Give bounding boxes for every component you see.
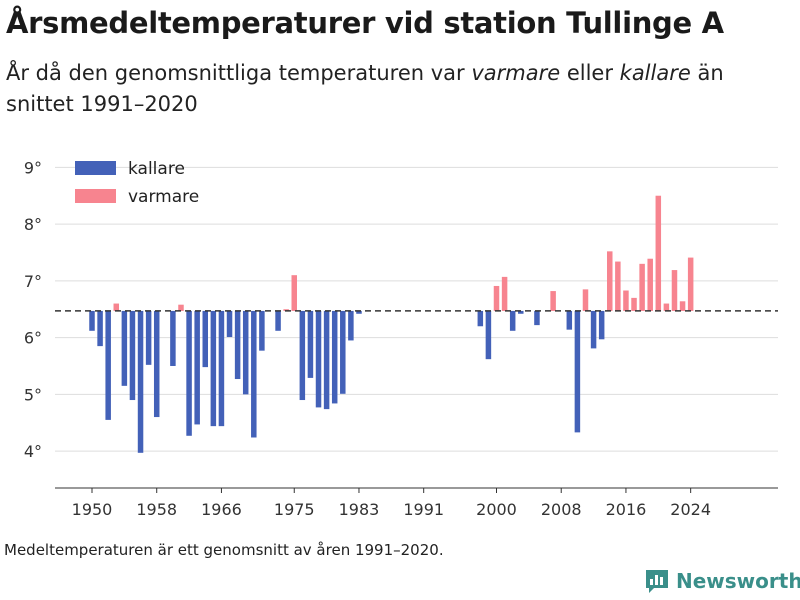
y-tick-label: 8° [24,215,42,234]
data-bar [226,310,233,338]
data-bar [647,258,653,311]
data-bar [97,310,103,347]
x-tick-label: 2008 [541,500,582,519]
data-bar [607,251,613,311]
data-bar [202,310,209,368]
data-bar [291,275,297,311]
data-bar [178,304,184,311]
data-bar [356,310,362,314]
newsworthy-logo-icon [646,570,668,593]
data-bar [477,310,484,327]
x-tick-label: 1958 [136,500,177,519]
data-bar [105,310,111,420]
y-tick-label: 7° [24,272,42,291]
data-bar [687,257,694,311]
subtitle-text-2: eller [560,61,620,85]
data-bar [663,303,670,311]
data-bar [170,310,176,366]
subtitle-emphasis-warmer: varmare [471,61,561,85]
subtitle-text-3: än snittet 1991–2020 [6,61,724,116]
data-bar [631,297,637,311]
x-tick-label: 1975 [274,500,315,519]
data-bar [550,291,556,311]
legend-swatch-kallare [75,161,116,175]
data-bar [251,310,257,438]
data-bar [615,261,621,311]
data-bar [590,310,597,349]
x-tick-label: 2024 [670,500,711,519]
data-bar [234,310,241,380]
data-bar [679,301,686,311]
data-bar [623,290,629,311]
data-bar [348,310,354,341]
data-bar [299,310,306,401]
data-bar [509,310,516,331]
data-bar [340,310,346,394]
legend-label-kallare: kallare [128,159,185,179]
data-bar [259,310,265,351]
x-tick-label: 2000 [476,500,517,519]
data-bar [121,310,128,386]
data-bar [137,310,144,453]
x-tick-label: 1991 [403,500,444,519]
temperature-bar-chart: 4° 5° 6° 7° 8° 9° 1950 1958 1966 1975 1983 1991 200… [24,158,778,519]
data-bar [671,270,678,311]
subtitle-text-1: År då den genomsnittliga temperaturen va… [6,61,472,85]
legend-swatch-varmare [75,189,116,203]
data-bar [655,195,662,311]
data-bar [129,310,136,401]
data-bar [566,310,573,330]
chart-subtitle: År då den genomsnittliga temperaturen va… [6,58,786,120]
data-bar [145,310,152,365]
data-bar [485,310,492,360]
footnote: Medeltemperaturen är ett genomsnitt av å… [4,541,444,559]
grid-lines [55,166,778,452]
data-bar [194,310,200,425]
data-bar [210,310,217,427]
newsworthy-logo: Newsworthy [644,568,800,594]
newsworthy-logo-text: Newsworthy [676,569,800,593]
data-bars [89,195,694,453]
y-tick-label: 4° [24,442,42,461]
x-tick-label: 2016 [606,500,647,519]
data-bar [275,310,281,331]
data-bar [242,310,249,395]
y-tick-label: 6° [24,329,42,348]
data-bar [582,289,589,311]
x-tick-label: 1950 [72,500,113,519]
data-bar [501,276,508,311]
chart-title: Årsmedeltemperaturer vid station Tulling… [6,6,724,40]
data-bar [283,309,289,311]
subtitle-emphasis-colder: kallare [619,61,691,85]
data-bar [323,310,330,410]
legend: kallare varmare [75,159,199,207]
data-bar [218,310,225,427]
data-bar [89,310,95,331]
data-bar [534,310,540,326]
data-bar [186,310,192,436]
y-axis-ticks: 4° 5° 6° 7° 8° 9° [24,158,42,461]
legend-label-varmare: varmare [128,187,199,207]
data-bar [153,310,160,418]
y-tick-label: 5° [24,385,42,404]
y-tick-label: 9° [24,158,42,177]
data-bar [518,310,524,314]
data-bar [493,285,500,311]
x-tick-label: 1983 [339,500,380,519]
data-bar [315,310,322,408]
data-bar [307,310,314,378]
x-tick-label: 1966 [201,500,242,519]
data-bar [598,310,605,340]
data-bar [113,303,120,311]
data-bar [331,310,338,404]
x-axis: 1950 1958 1966 1975 1983 1991 2000 2008 2016 2024 [55,487,778,519]
data-bar [639,263,645,311]
data-bar [574,310,581,433]
